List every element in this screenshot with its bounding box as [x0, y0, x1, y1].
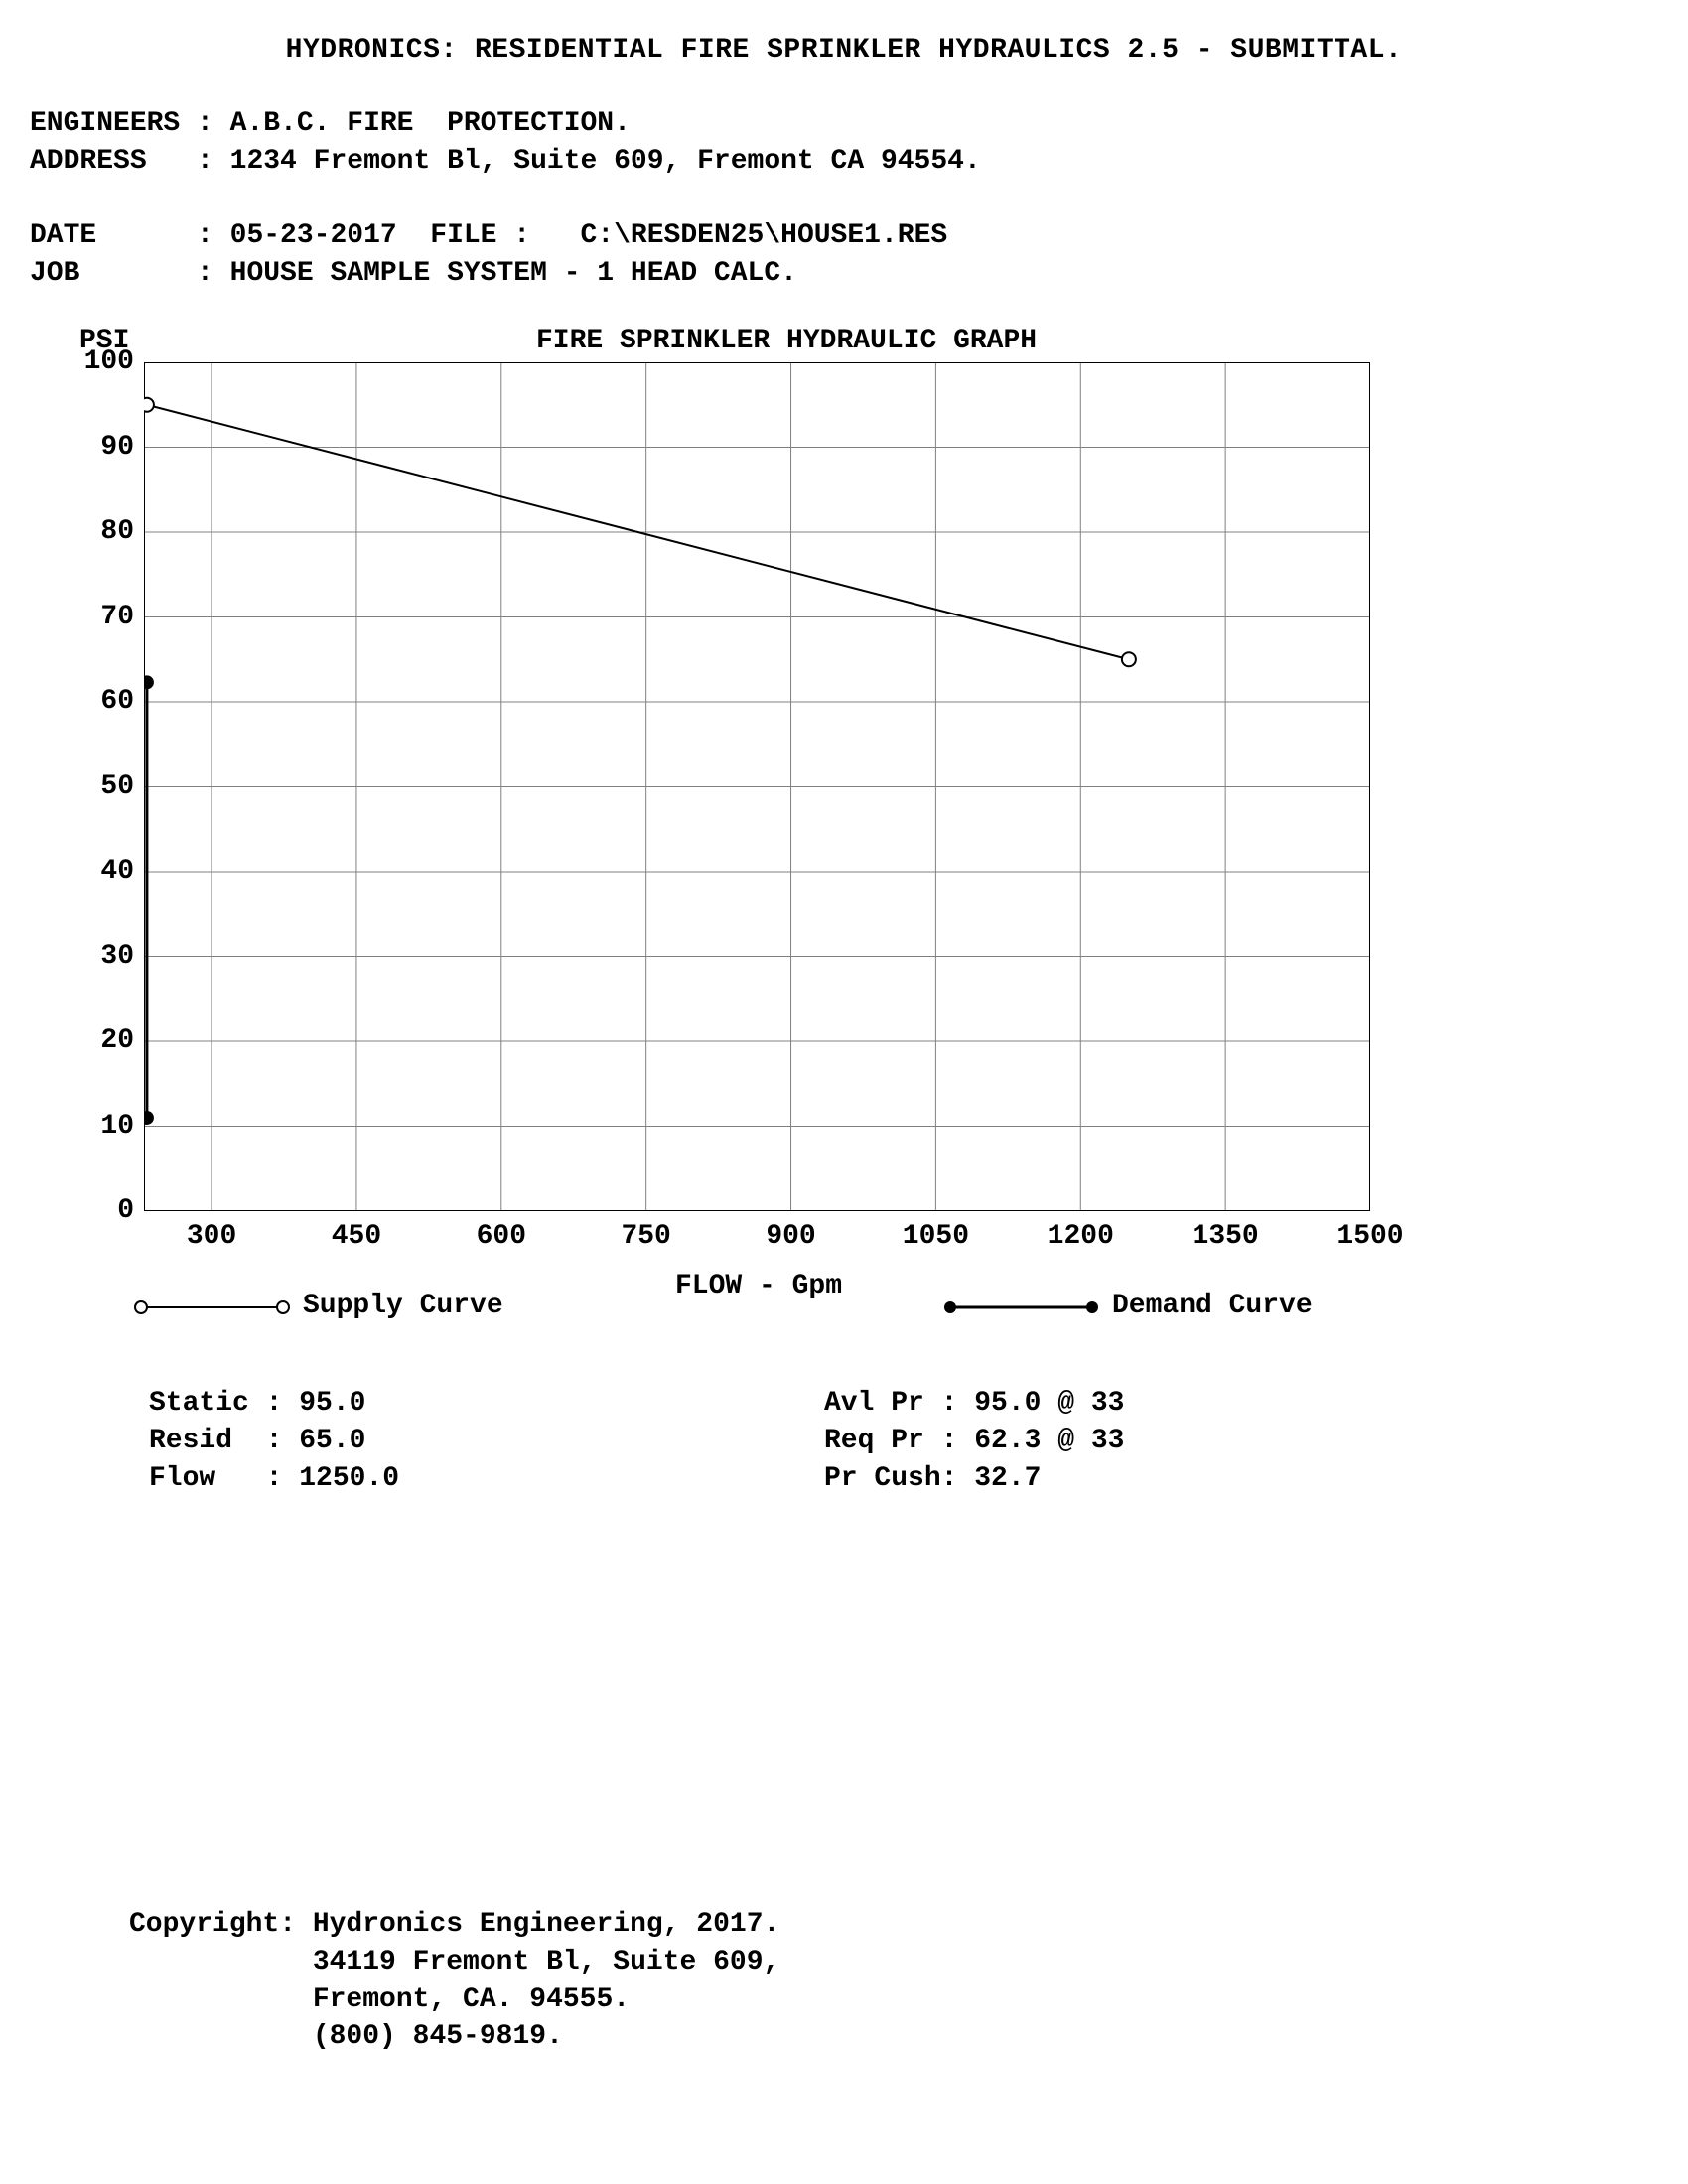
- chart-title: FIRE SPRINKLER HYDRAULIC GRAPH: [536, 326, 1037, 356]
- demand-stats: Avl Pr : 95.0 @ 33 Req Pr : 62.3 @ 33 Pr…: [824, 1385, 1124, 1497]
- x-tick: 1200: [1048, 1221, 1114, 1252]
- supply-legend-icon: [134, 1297, 293, 1317]
- y-tick: 40: [74, 856, 134, 887]
- copyright-line2: 34119 Fremont Bl, Suite 609,: [129, 1947, 779, 1978]
- copyright-line3: Fremont, CA. 94555.: [129, 1984, 630, 2015]
- x-tick: 1500: [1336, 1221, 1403, 1252]
- avlpr-value: 95.0 @ 33: [974, 1388, 1124, 1419]
- x-tick: 1050: [903, 1221, 969, 1252]
- job-value: HOUSE SAMPLE SYSTEM - 1 HEAD CALC.: [230, 258, 797, 289]
- engineers-label: ENGINEERS :: [30, 108, 230, 139]
- address-label: ADDRESS :: [30, 146, 230, 177]
- y-tick: 50: [74, 771, 134, 802]
- reqpr-value: 62.3 @ 33: [974, 1426, 1124, 1456]
- prcush-label: Pr Cush:: [824, 1463, 974, 1494]
- flow-label: Flow :: [149, 1463, 299, 1494]
- header-block: ENGINEERS : A.B.C. FIRE PROTECTION. ADDR…: [30, 105, 1658, 293]
- demand-legend-icon: [943, 1297, 1102, 1317]
- resid-value: 65.0: [299, 1426, 365, 1456]
- y-tick: 90: [74, 432, 134, 463]
- engineers-value: A.B.C. FIRE PROTECTION.: [230, 108, 631, 139]
- y-tick: 0: [74, 1195, 134, 1226]
- flow-value: 1250.0: [299, 1463, 399, 1494]
- x-tick: 1350: [1193, 1221, 1259, 1252]
- y-tick: 30: [74, 941, 134, 972]
- copyright-line1: Copyright: Hydronics Engineering, 2017.: [129, 1909, 779, 1940]
- x-axis-label: FLOW - Gpm: [675, 1271, 842, 1301]
- y-tick: 20: [74, 1025, 134, 1056]
- file-value: C:\RESDEN25\HOUSE1.RES: [581, 220, 948, 251]
- prcush-value: 32.7: [974, 1463, 1041, 1494]
- y-tick: 80: [74, 516, 134, 547]
- date-label: DATE :: [30, 220, 230, 251]
- static-label: Static :: [149, 1388, 299, 1419]
- report-page: HYDRONICS: RESIDENTIAL FIRE SPRINKLER HY…: [0, 0, 1688, 2184]
- reqpr-label: Req Pr :: [824, 1426, 974, 1456]
- x-tick: 300: [187, 1221, 236, 1252]
- file-label: FILE :: [397, 220, 581, 251]
- y-tick: 70: [74, 602, 134, 632]
- page-title: HYDRONICS: RESIDENTIAL FIRE SPRINKLER HY…: [30, 35, 1658, 66]
- avlpr-label: Avl Pr :: [824, 1388, 974, 1419]
- resid-label: Resid :: [149, 1426, 299, 1456]
- x-tick: 450: [332, 1221, 381, 1252]
- supply-stats: Static : 95.0 Resid : 65.0 Flow : 1250.0: [149, 1385, 399, 1497]
- y-tick: 100: [74, 346, 134, 377]
- copyright-line4: (800) 845-9819.: [129, 2021, 563, 2052]
- supply-legend-label: Supply Curve: [303, 1291, 503, 1321]
- job-label: JOB :: [30, 258, 230, 289]
- address-value: 1234 Fremont Bl, Suite 609, Fremont CA 9…: [230, 146, 981, 177]
- x-tick: 900: [766, 1221, 815, 1252]
- y-tick: 10: [74, 1111, 134, 1142]
- hydraulic-chart: [144, 362, 1370, 1211]
- demand-legend-label: Demand Curve: [1112, 1291, 1313, 1321]
- y-tick: 60: [74, 686, 134, 717]
- copyright-block: Copyright: Hydronics Engineering, 2017. …: [129, 1906, 779, 2056]
- date-value: 05-23-2017: [230, 220, 397, 251]
- x-tick: 600: [477, 1221, 526, 1252]
- static-value: 95.0: [299, 1388, 365, 1419]
- x-tick: 750: [621, 1221, 670, 1252]
